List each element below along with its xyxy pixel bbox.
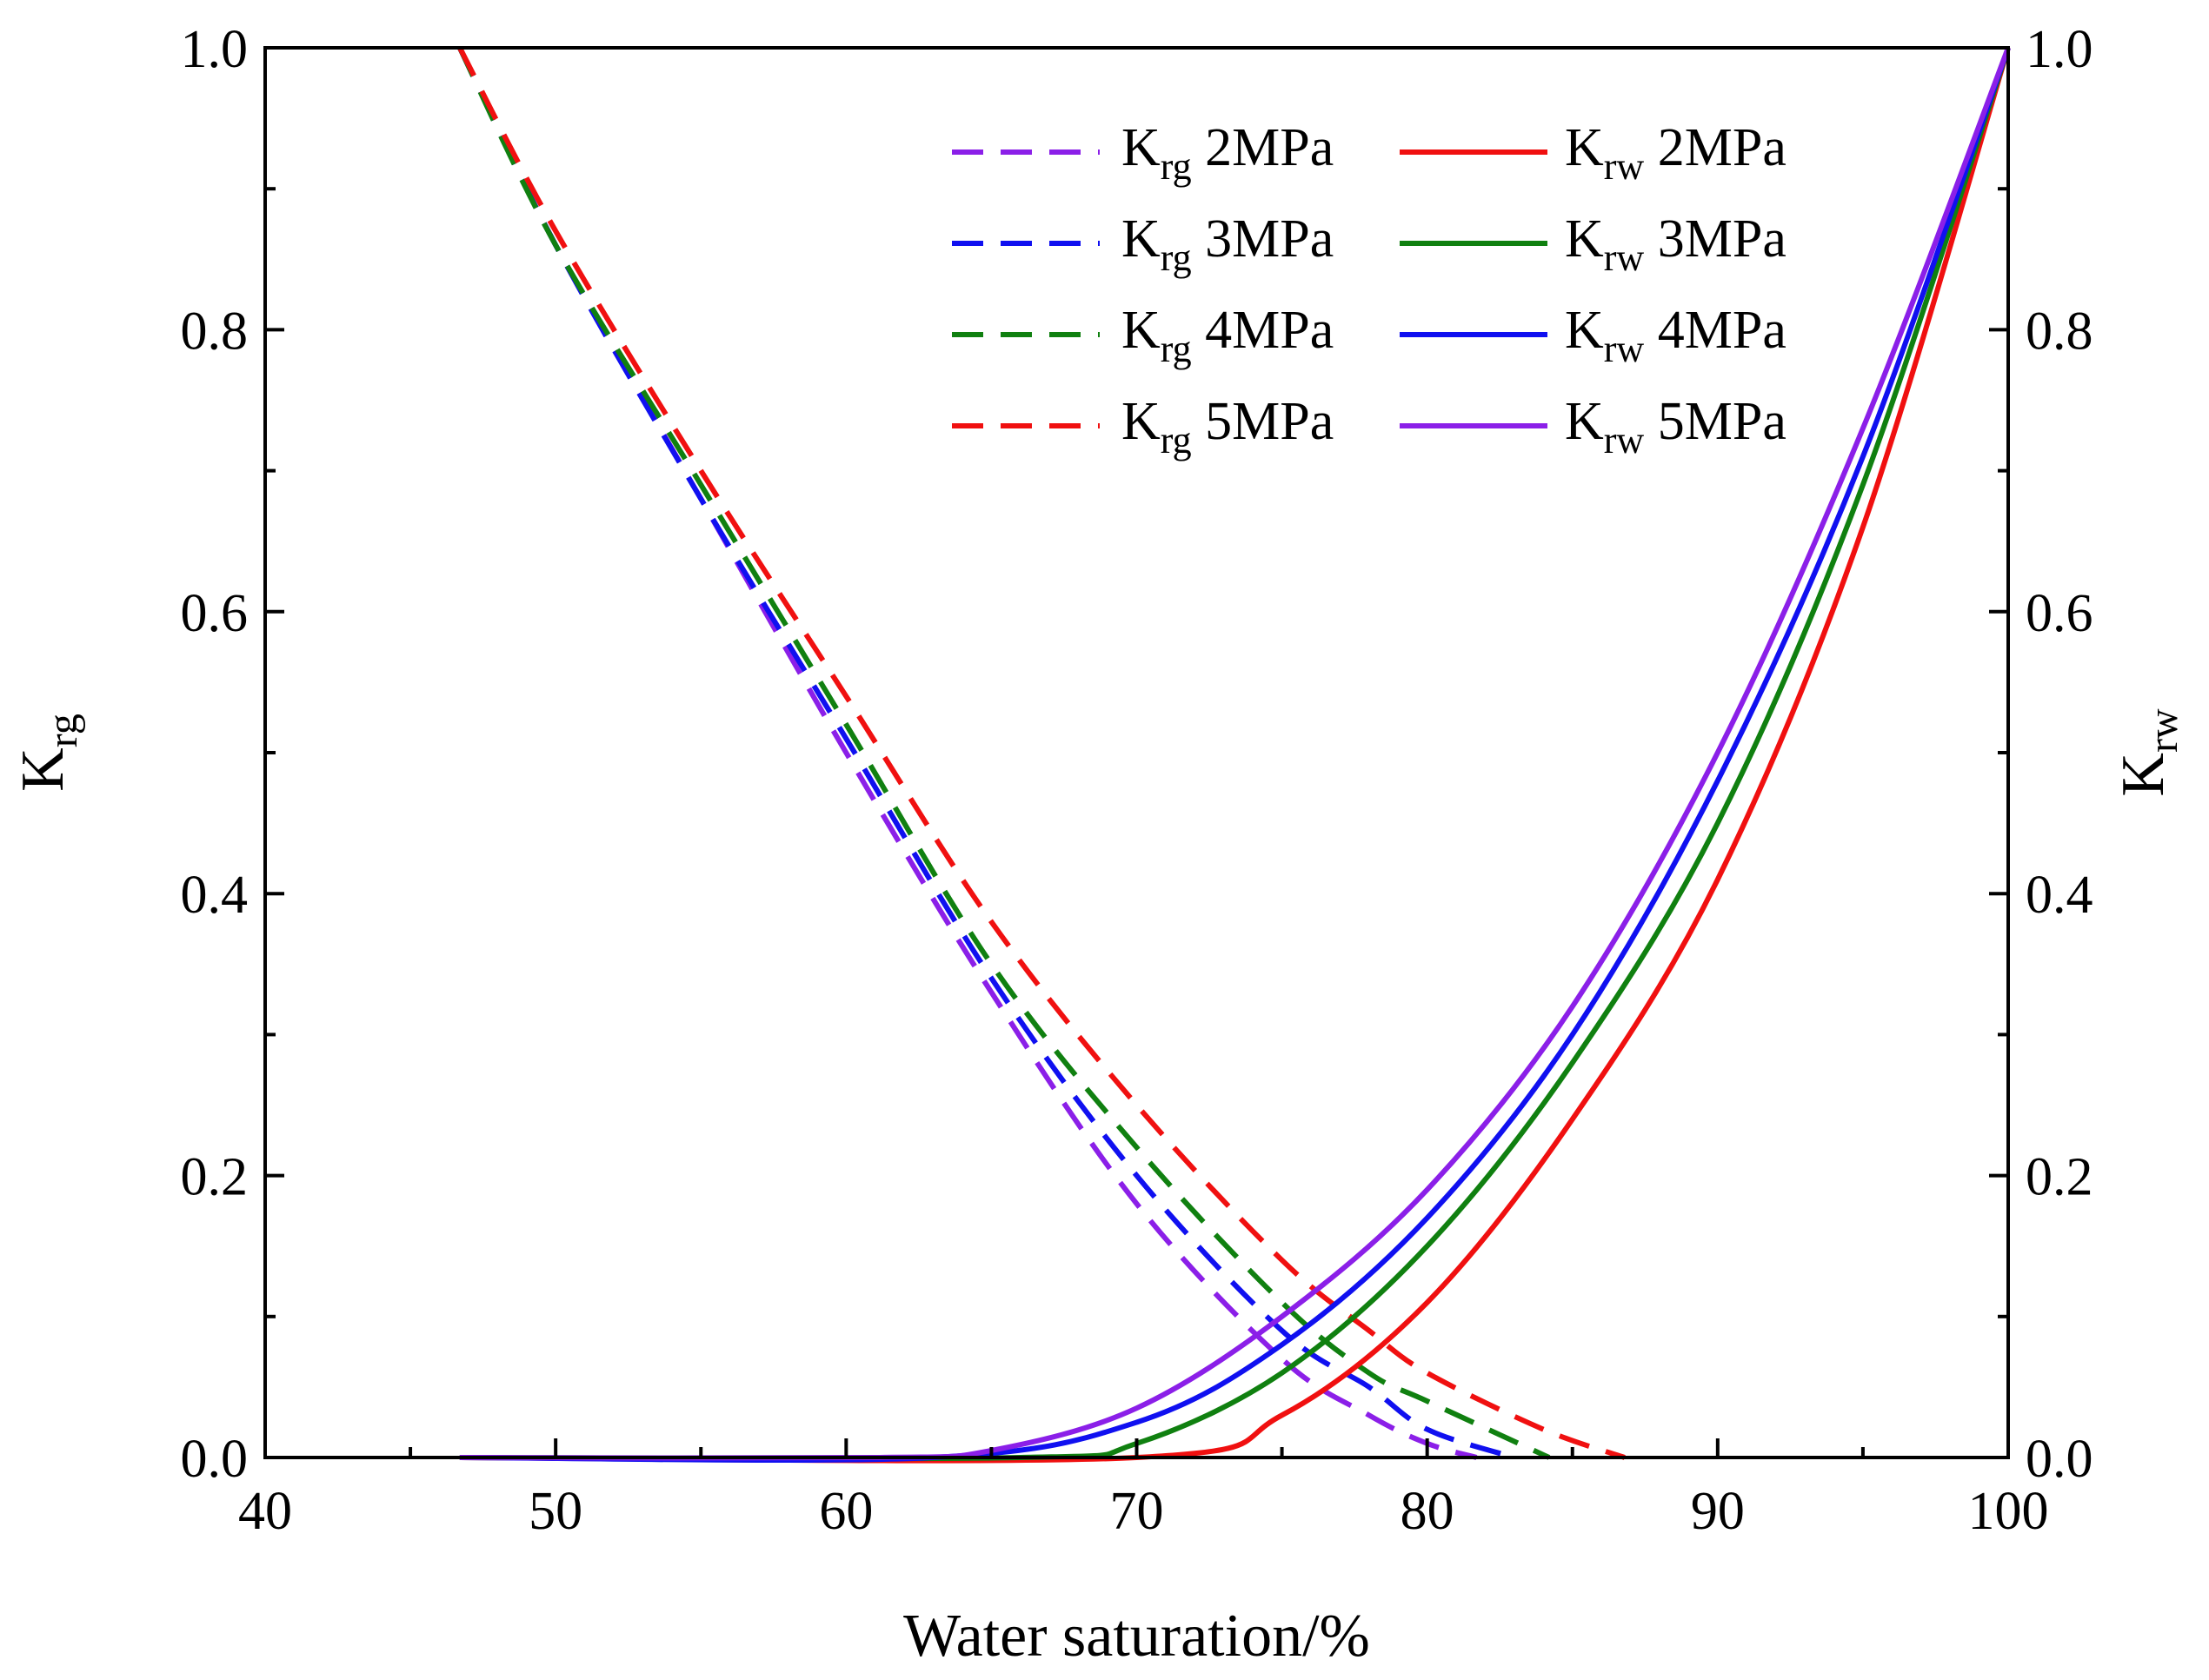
y-axis-left-title: Krg — [10, 714, 86, 792]
legend-label: Krg 5MPa — [1121, 392, 1334, 462]
legend-label: Krw 2MPa — [1565, 118, 1786, 188]
series-Krg-4MPa — [457, 46, 1551, 1460]
x-tick-label: 70 — [1110, 1482, 1164, 1541]
legend-label: Krw 4MPa — [1565, 301, 1786, 370]
x-tick-label: 60 — [819, 1482, 873, 1541]
y-right-tick-label: 0.2 — [2026, 1148, 2093, 1207]
y-right-tick-label: 1.0 — [2026, 20, 2093, 79]
axis-titles: Water saturation/% Krg Krw — [10, 708, 2186, 1670]
y-left-tick-label: 0.2 — [181, 1148, 249, 1207]
x-tick-label: 90 — [1691, 1482, 1745, 1541]
y-left-tick-label: 0.0 — [181, 1430, 249, 1489]
y-right-tick-label: 0.4 — [2026, 866, 2093, 925]
legend-label: Krg 3MPa — [1121, 209, 1334, 279]
y-left-tick-label: 0.4 — [181, 866, 249, 925]
y-left-tick-label: 1.0 — [181, 20, 249, 79]
legend-label: Krw 3MPa — [1565, 209, 1786, 279]
series-Krw-2MPa — [459, 47, 2011, 1464]
series-Krg-3MPa — [457, 46, 1515, 1460]
y-right-tick-label: 0.6 — [2026, 584, 2093, 643]
x-tick-label: 80 — [1401, 1482, 1454, 1541]
y-left-tick-label: 0.8 — [181, 302, 249, 361]
y-axis-right-title: Krw — [2110, 708, 2186, 797]
x-tick-label: 40 — [238, 1482, 292, 1541]
legend-label: Krg 4MPa — [1121, 301, 1334, 370]
axes-layer: 40 50 60 70 80 90 1000.00.20.40.60.81.00.00.20… — [181, 20, 2093, 1541]
legend-label: Krw 5MPa — [1565, 392, 1786, 462]
x-axis-title: Water saturation/% — [903, 1603, 1370, 1670]
y-right-tick-label: 0.8 — [2026, 302, 2093, 361]
x-tick-label: 100 — [1968, 1482, 2049, 1541]
x-tick-label: 50 — [529, 1482, 582, 1541]
y-right-tick-label: 0.0 — [2026, 1430, 2093, 1489]
y-left-tick-label: 0.6 — [181, 584, 249, 643]
series-Krg-5MPa — [457, 46, 1626, 1460]
legend-label: Krg 2MPa — [1121, 118, 1334, 188]
legend: Krg 2MPa Krg 3MPa Krg 4MPa Krg 5MPa Krw 2MPa… — [952, 118, 1786, 462]
